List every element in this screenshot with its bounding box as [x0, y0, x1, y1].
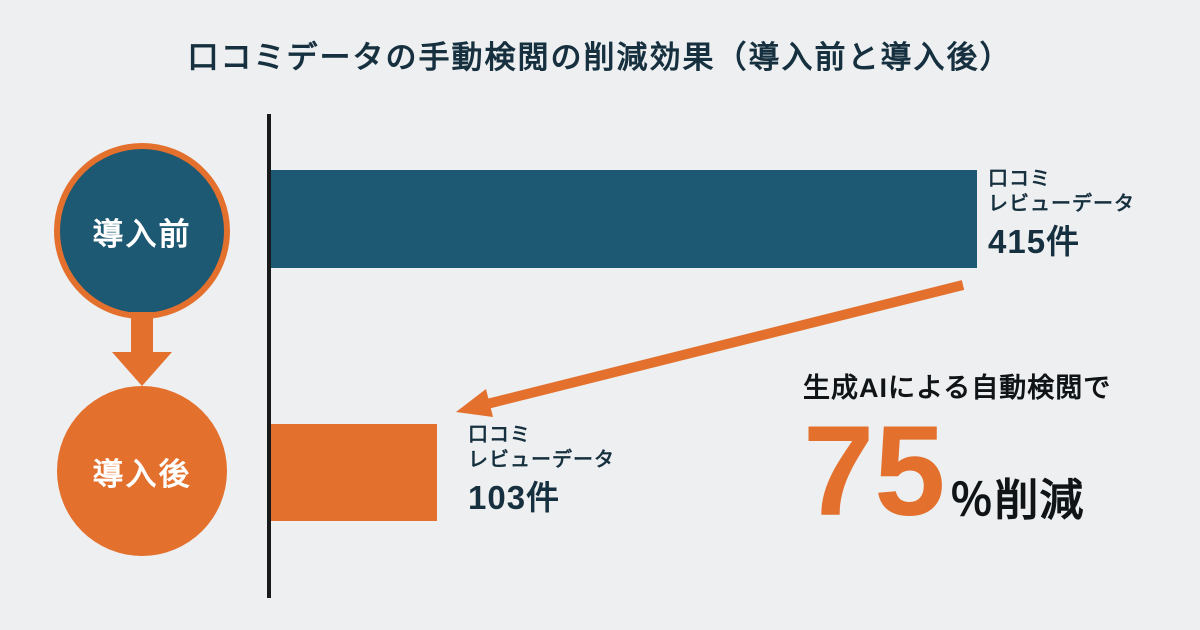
bar-after-label-line2: レビューデータ [468, 449, 615, 471]
axis-line [267, 114, 271, 598]
reduction-percentage-number: 75 [803, 400, 946, 543]
bar-before-label: 口コミ レビューデータ 415件 [988, 167, 1135, 262]
before-circle-label: 導入前 [92, 216, 192, 252]
chart-title: 口コミデータの手動検閲の削減効果（導入前と導入後） [187, 40, 1013, 75]
bar-after [271, 424, 437, 521]
bar-after-label: 口コミ レビューデータ 103件 [468, 423, 615, 518]
arrow-down-head [112, 352, 172, 386]
bar-before [271, 170, 977, 268]
arrow-down-stem [131, 312, 153, 354]
reduction-annotation-text: 生成AIによる自動検閲で [803, 373, 1112, 403]
bar-before-value: 415件 [988, 223, 1081, 260]
reduction-annotation: 生成AIによる自動検閲で 75 ％削減 [803, 366, 1111, 539]
bar-after-value: 103件 [468, 479, 561, 516]
before-circle: 導入前 [54, 143, 230, 319]
bar-before-label-line2: レビューデータ [988, 193, 1135, 215]
reduction-percentage-suffix: ％削減 [949, 476, 1085, 525]
after-circle: 導入後 [57, 386, 227, 556]
bar-before-label-line1: 口コミ [988, 168, 1051, 190]
bar-after-label-line1: 口コミ [468, 424, 531, 446]
after-circle-label: 導入後 [92, 456, 192, 492]
reduction-percentage-row: 75 ％削減 [803, 400, 1111, 543]
